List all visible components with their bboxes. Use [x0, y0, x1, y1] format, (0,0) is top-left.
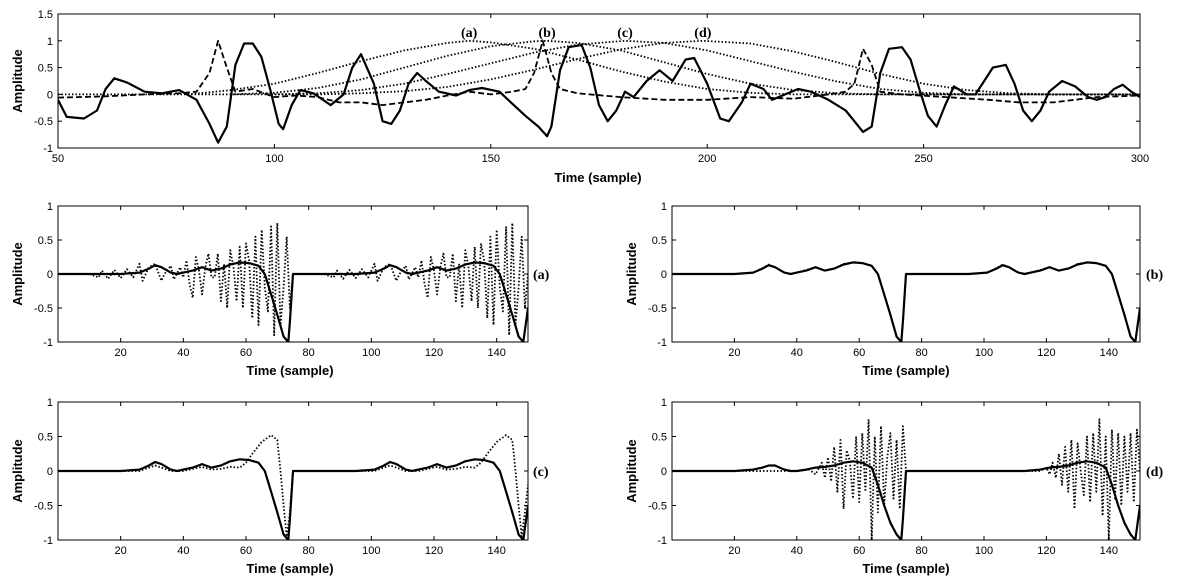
- x-tick-label: 80: [915, 545, 927, 557]
- series-dotted-2: [58, 222, 528, 337]
- x-tick-label: 40: [177, 545, 189, 557]
- y-tick-label: 0.5: [38, 432, 53, 444]
- x-tick-label: 80: [915, 347, 927, 359]
- x-tick-label: 100: [362, 347, 380, 359]
- annotation-label: (b): [539, 26, 556, 41]
- y-axis-label: Amplitude: [10, 49, 25, 113]
- panel-marker: (b): [1146, 268, 1163, 283]
- x-axis-label: Time (sample): [862, 363, 949, 378]
- y-tick-label: -0.5: [34, 501, 53, 513]
- y-tick-label: 0: [661, 269, 667, 281]
- annotation-label: (a): [461, 26, 478, 41]
- y-tick-label: 0.5: [38, 63, 53, 75]
- y-tick-label: 0: [47, 269, 53, 281]
- y-axis-label: Amplitude: [10, 439, 25, 503]
- y-tick-label: 0: [47, 89, 53, 101]
- y-tick-label: -1: [657, 535, 667, 547]
- x-tick-label: 140: [1100, 545, 1118, 557]
- x-tick-label: 100: [265, 153, 283, 165]
- y-tick-label: -0.5: [34, 116, 53, 128]
- y-tick-label: -1: [657, 337, 667, 349]
- panel-b: 20 40 60 80 100 120 140 -1 -0.5 0 0.5 1 Time (sample…: [624, 201, 1163, 378]
- panel-marker: (a): [533, 268, 550, 283]
- panel-a: 20 40 60 80 100 120 140 -1 -0.5 0 0.5 1 Time (sample…: [10, 201, 550, 378]
- x-tick-label: 120: [1037, 545, 1055, 557]
- x-tick-label: 140: [487, 347, 505, 359]
- x-tick-label: 20: [115, 347, 127, 359]
- y-tick-label: -1: [43, 143, 53, 155]
- annotation-label: (c): [617, 26, 633, 41]
- x-axis-label: Time (sample): [246, 363, 333, 378]
- y-tick-label: 1: [47, 36, 53, 48]
- x-tick-label: 60: [853, 347, 865, 359]
- x-tick-label: 300: [1131, 153, 1149, 165]
- annotation-label: (d): [694, 26, 711, 41]
- series-dotted-5: [274, 39, 1140, 96]
- y-tick-label: 0: [661, 466, 667, 478]
- series-dotted-2: [58, 434, 528, 538]
- x-tick-label: 120: [425, 545, 443, 557]
- x-tick-label: 50: [52, 153, 64, 165]
- y-axis-label: Amplitude: [624, 439, 639, 503]
- x-tick-label: 100: [975, 545, 993, 557]
- y-tick-label: 1: [661, 201, 667, 213]
- x-tick-label: 60: [853, 545, 865, 557]
- x-tick-label: 150: [482, 153, 500, 165]
- y-axis-label: Amplitude: [624, 242, 639, 306]
- panel-marker: (c): [533, 465, 549, 480]
- series-dotted-2: [672, 418, 1140, 540]
- series-dashed-2: [58, 39, 1140, 106]
- x-tick-label: 200: [698, 153, 716, 165]
- x-tick-label: 40: [177, 347, 189, 359]
- y-tick-label: 0.5: [652, 235, 667, 247]
- y-tick-label: 0: [47, 466, 53, 478]
- x-tick-label: 20: [728, 347, 740, 359]
- x-tick-label: 120: [1037, 347, 1055, 359]
- x-tick-label: 140: [1100, 347, 1118, 359]
- x-tick-label: 20: [115, 545, 127, 557]
- y-tick-label: 1: [661, 397, 667, 409]
- y-tick-label: -1: [43, 535, 53, 547]
- y-tick-label: 0.5: [38, 235, 53, 247]
- x-tick-label: 100: [362, 545, 380, 557]
- series-dotted-4: [231, 39, 1140, 96]
- x-tick-label: 40: [791, 545, 803, 557]
- x-tick-label: 140: [487, 545, 505, 557]
- series-dotted-6: [58, 39, 1140, 96]
- y-tick-label: 1: [47, 201, 53, 213]
- x-tick-label: 100: [975, 347, 993, 359]
- series-solid-1: [58, 42, 1140, 144]
- y-tick-label: -0.5: [34, 303, 53, 315]
- series-solid-1: [672, 460, 1140, 540]
- y-tick-label: -0.5: [648, 303, 667, 315]
- axes-frame: [57, 13, 1141, 149]
- series-dotted-3: [187, 39, 1140, 96]
- panel-top: 50 100 150 200 250 300 -1 -0.5 0 0.5 1 1.5 Time (sam…: [10, 9, 1149, 185]
- x-axis-label: Time (sample): [554, 170, 641, 185]
- x-tick-label: 250: [914, 153, 932, 165]
- y-tick-label: 0.5: [652, 432, 667, 444]
- x-tick-label: 40: [791, 347, 803, 359]
- y-tick-label: -0.5: [648, 501, 667, 513]
- x-tick-label: 120: [425, 347, 443, 359]
- x-tick-label: 60: [240, 545, 252, 557]
- x-axis-label: Time (sample): [246, 561, 333, 576]
- x-tick-label: 20: [728, 545, 740, 557]
- x-axis-label: Time (sample): [862, 561, 949, 576]
- y-axis-label: Amplitude: [10, 242, 25, 306]
- x-tick-label: 60: [240, 347, 252, 359]
- panel-marker: (d): [1146, 465, 1163, 480]
- y-tick-label: -1: [43, 337, 53, 349]
- x-tick-label: 80: [303, 347, 315, 359]
- series-solid-1: [672, 261, 1140, 342]
- x-tick-label: 80: [303, 545, 315, 557]
- y-tick-label: 1: [47, 397, 53, 409]
- panel-d: 20 40 60 80 100 120 140 -1 -0.5 0 0.5 1 Time (sample…: [624, 397, 1163, 576]
- y-tick-label: 1.5: [38, 9, 53, 21]
- panel-c: 20 40 60 80 100 120 140 -1 -0.5 0 0.5 1 Time (sample…: [10, 397, 549, 576]
